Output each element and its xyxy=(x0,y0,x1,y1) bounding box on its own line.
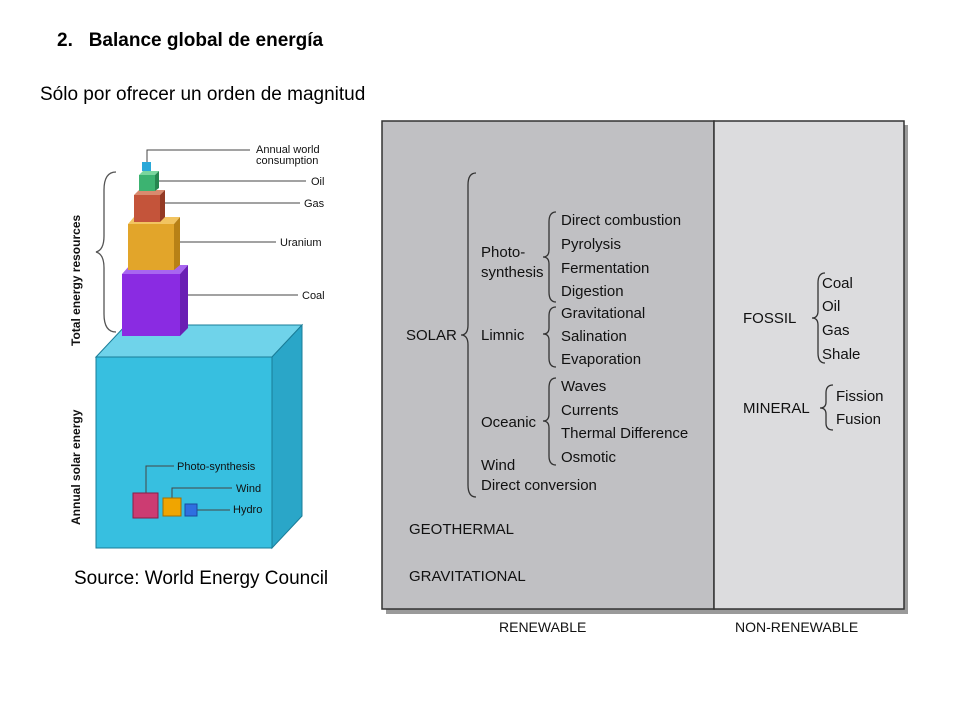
fossil-item: Shale xyxy=(822,346,861,363)
photosynthesis-cube xyxy=(132,492,159,519)
uranium-cube-front xyxy=(128,224,174,270)
gas-cube-front xyxy=(134,195,160,222)
section-title: Balance global de energía xyxy=(88,30,324,51)
hydro-cube xyxy=(184,503,198,517)
photosynthesis-item: Digestion xyxy=(561,283,624,300)
non-renewable-panel xyxy=(713,120,905,610)
fossil-item: Gas xyxy=(822,322,850,339)
hydro-label: Hydro xyxy=(233,504,263,516)
coal-cube-side xyxy=(180,265,188,336)
solar-cube-front xyxy=(95,356,273,549)
gravitational-label: GRAVITATIONAL xyxy=(409,568,526,585)
renewable-footer: RENEWABLE xyxy=(499,619,587,635)
photosynthesis-item: Direct combustion xyxy=(561,212,682,229)
photosynthesis-brace xyxy=(542,211,557,303)
wind-cube xyxy=(162,497,182,517)
consumption-leader xyxy=(146,149,250,162)
mineral-item: Fission xyxy=(836,388,884,405)
limnic-item: Salination xyxy=(561,328,627,345)
mineral-brace xyxy=(819,384,834,431)
photosynthesis-label: Photo-synthesis xyxy=(177,461,256,473)
limnic-item: Evaporation xyxy=(561,351,642,368)
photosynthesis-item: Fermentation xyxy=(561,260,650,277)
mineral-label: MINERAL xyxy=(743,400,810,417)
limnic-item: Gravitational xyxy=(561,305,646,322)
uranium-cube-side xyxy=(174,217,180,270)
photosynthesis-category-line1: Photo- xyxy=(481,244,526,261)
oil-cube-side xyxy=(155,171,159,191)
oceanic-item: Waves xyxy=(561,378,607,395)
limnic-brace xyxy=(542,306,557,368)
gas-cube-side xyxy=(160,190,165,222)
gas-cube-top xyxy=(134,190,165,195)
section-heading: 2. Balance global de energía xyxy=(57,30,323,52)
limnic-category: Limnic xyxy=(481,327,525,344)
coal-cube-front xyxy=(122,274,180,336)
direct-conversion-category: Direct conversion xyxy=(481,477,597,494)
fossil-item: Coal xyxy=(822,275,853,292)
non-renewable-footer: NON-RENEWABLE xyxy=(735,619,859,635)
photosynthesis-item: Pyrolysis xyxy=(561,236,622,253)
oceanic-item: Thermal Difference xyxy=(561,425,689,442)
oil-cube-top xyxy=(139,171,159,175)
fossil-label: FOSSIL xyxy=(743,310,797,327)
mineral-item: Fusion xyxy=(836,411,882,428)
oceanic-brace xyxy=(542,377,557,466)
photosynthesis-leader xyxy=(145,465,174,493)
wind-label: Wind xyxy=(236,483,262,495)
wind-category: Wind xyxy=(481,457,516,474)
geothermal-label: GEOTHERMAL xyxy=(409,521,515,538)
subheading: Sólo por ofrecer un orden de magnitud xyxy=(40,84,366,105)
fossil-item: Oil xyxy=(822,298,841,315)
oceanic-category: Oceanic xyxy=(481,414,537,431)
solar-brace xyxy=(460,172,477,498)
annual-world-consumption-label: Annual world consumption xyxy=(256,144,320,167)
renewable-panel xyxy=(381,120,715,610)
consumption-cube xyxy=(142,162,151,171)
oil-label: Oil xyxy=(311,176,325,188)
wind-leader xyxy=(171,487,232,498)
oceanic-item: Currents xyxy=(561,402,619,419)
solar-label: SOLAR xyxy=(406,327,457,344)
uranium-label: Uranium xyxy=(280,237,322,249)
oceanic-item: Osmotic xyxy=(561,449,617,466)
photosynthesis-category-line2: synthesis xyxy=(481,264,544,281)
oil-cube-front xyxy=(139,175,155,191)
total-resources-brace xyxy=(95,171,117,333)
section-number: 2. xyxy=(57,30,73,51)
source-citation: Source: World Energy Council xyxy=(74,568,329,589)
gas-label: Gas xyxy=(304,198,325,210)
coal-label: Coal xyxy=(302,290,325,302)
fossil-brace xyxy=(811,272,826,364)
